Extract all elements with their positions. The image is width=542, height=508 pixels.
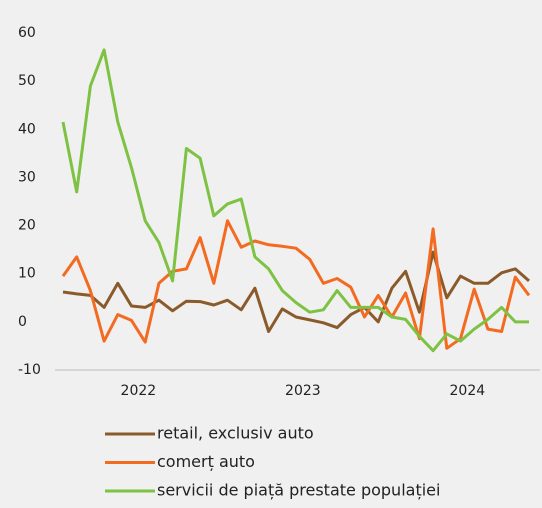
- legend-label: comerț auto: [157, 452, 255, 471]
- y-tick-label: 30: [18, 169, 36, 185]
- legend-label: servicii de piață prestate populației: [157, 481, 440, 500]
- series-line: [61, 219, 531, 350]
- y-tick-label: 50: [18, 73, 36, 89]
- legend-label: retail, exclusiv auto: [157, 424, 314, 443]
- y-tick-label: -10: [18, 362, 41, 378]
- series-line: [62, 250, 530, 333]
- y-tick-label: 10: [18, 266, 36, 282]
- x-tick-label: 2023: [285, 383, 321, 399]
- y-tick-label: 20: [18, 218, 36, 234]
- y-tick-label: 40: [18, 121, 36, 137]
- y-tick-label: 60: [18, 25, 36, 41]
- series-line: [61, 48, 529, 353]
- x-tick-label: 2024: [450, 383, 486, 399]
- y-tick-label: 0: [18, 314, 27, 330]
- x-tick-label: 2022: [121, 383, 157, 399]
